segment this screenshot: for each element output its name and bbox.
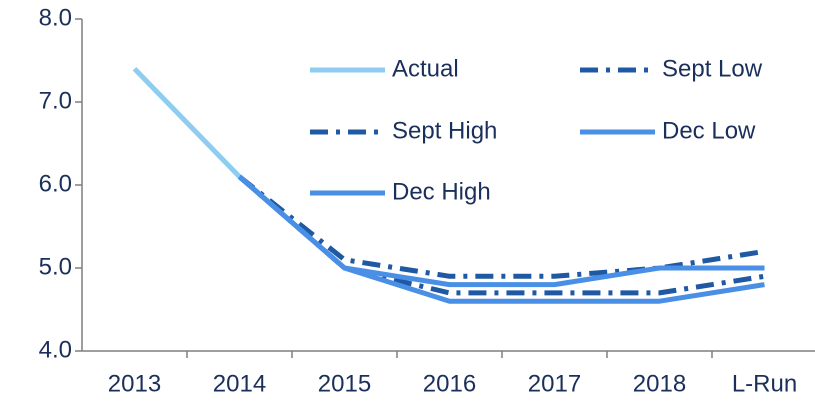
legend-label: Sept High [392, 117, 497, 144]
y-tick-label: 7.0 [39, 87, 72, 114]
x-tick-label: 2018 [633, 370, 686, 397]
x-tick-label: 2016 [423, 370, 476, 397]
x-tick-label: 2015 [318, 370, 371, 397]
x-tick-label: 2017 [528, 370, 581, 397]
y-tick-label: 5.0 [39, 253, 72, 280]
legend-label: Dec Low [662, 117, 756, 144]
series-line [237, 174, 765, 288]
y-tick-label: 4.0 [39, 336, 72, 363]
x-tick-label: 2013 [108, 370, 161, 397]
x-tick-label: 2014 [213, 370, 266, 397]
legend-label: Actual [392, 55, 459, 82]
x-tick-label: L-Run [732, 370, 797, 397]
y-tick-label: 8.0 [39, 4, 72, 31]
series-line [132, 67, 242, 179]
legend-label: Sept Low [662, 55, 763, 82]
series-line [237, 174, 765, 279]
y-tick-label: 6.0 [39, 170, 72, 197]
legend-label: Dec High [392, 178, 491, 205]
